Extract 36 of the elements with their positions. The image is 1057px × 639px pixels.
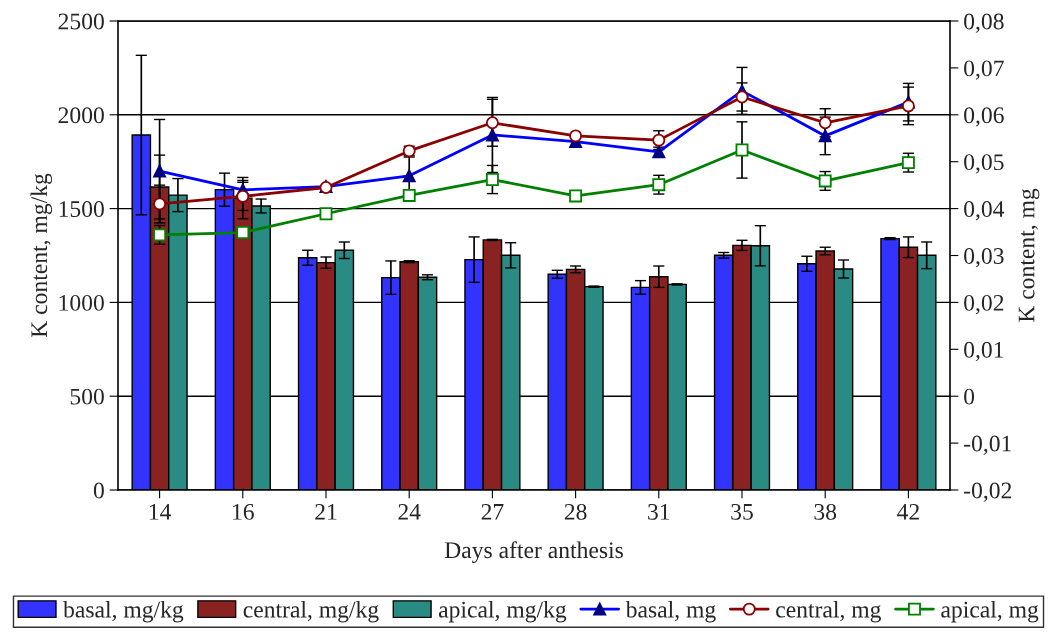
x-axis-title: Days after anthesis (444, 541, 623, 563)
y2-axis-title: K content, mg (1018, 188, 1040, 323)
y2-tick-label: 0,05 (964, 154, 1004, 174)
y2-tick-label: 0,06 (964, 107, 1004, 127)
y2-tick-label: 0,04 (964, 201, 1005, 221)
x-tick-label: 28 (564, 503, 587, 520)
x-tick-label: 24 (398, 503, 421, 520)
y2-tick-label: 0,02 (964, 294, 1004, 315)
y2-tick-label: -0,01 (964, 435, 1011, 455)
y-tick-label: 2500 (58, 13, 104, 30)
legend-label: basal, mg/kg (63, 600, 184, 623)
legend-label: central, mg/kg (243, 600, 379, 623)
legend-label: apical, mg (941, 600, 1039, 623)
x-tick-label: 35 (731, 503, 753, 520)
y-tick-label: 0 (93, 482, 104, 499)
legend-label: basal, mg (625, 600, 716, 623)
y-tick-label: 500 (70, 388, 104, 405)
x-tick-label: 38 (814, 503, 837, 520)
legend-label: apical, mg/kg (438, 600, 567, 623)
y2-tick-label: 0,07 (964, 60, 1004, 80)
x-tick-label: 31 (648, 503, 670, 520)
y2-tick-label: 0 (964, 388, 975, 405)
x-tick-label: 14 (149, 503, 172, 520)
y-tick-label: 1000 (59, 294, 104, 311)
x-tick-label: 21 (315, 503, 337, 520)
y-tick-label: 2000 (58, 107, 104, 124)
legend-label: central, mg (776, 600, 881, 623)
y2-tick-label: 0,08 (964, 13, 1004, 33)
y2-tick-label: -0,02 (964, 482, 1012, 502)
x-tick-label: 27 (481, 503, 504, 520)
y2-tick-label: 0,03 (964, 247, 1004, 268)
y2-tick-label: 0,01 (964, 341, 1004, 362)
x-tick-label: 42 (897, 503, 919, 520)
y-tick-label: 1500 (59, 201, 104, 218)
x-tick-label: 16 (233, 503, 254, 520)
y-axis-title: K content, mg/kg (30, 173, 53, 338)
